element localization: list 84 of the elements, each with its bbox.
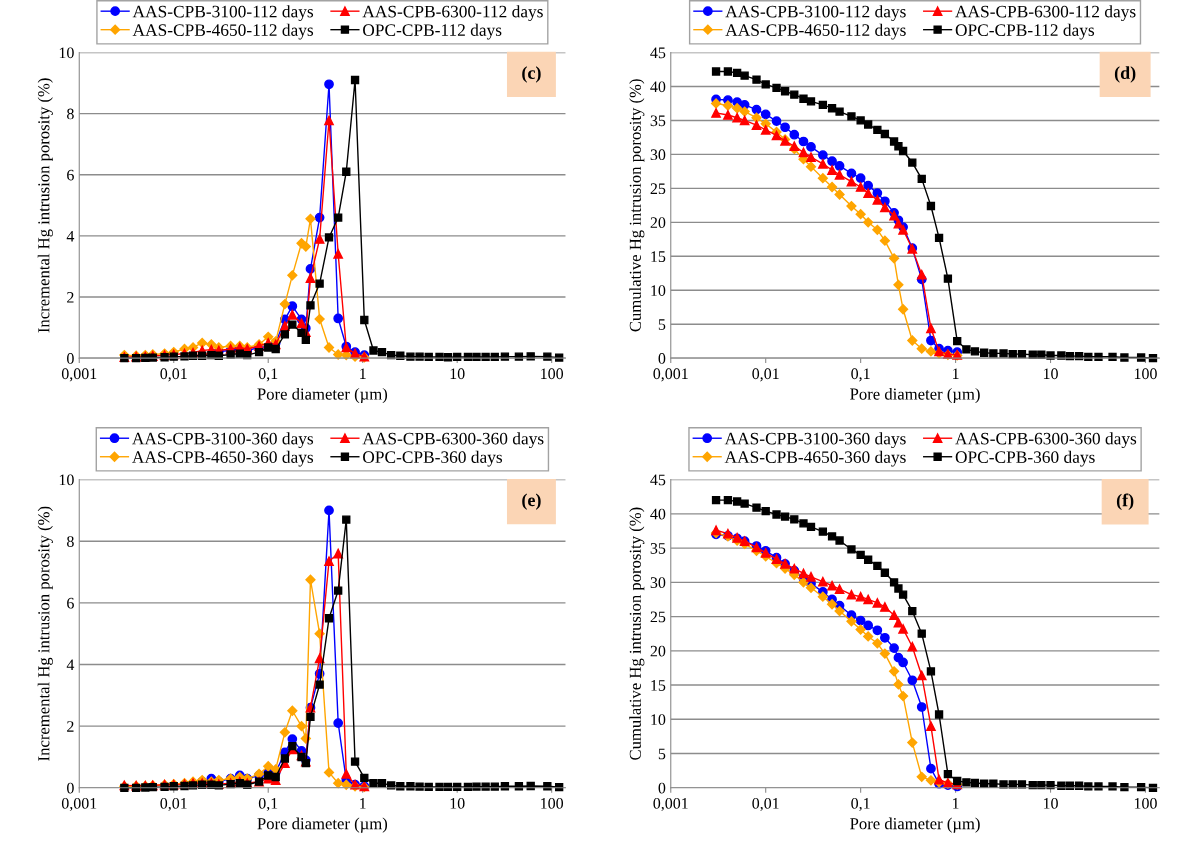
legend-label: AAS-CPB-4650-112 days [132,23,314,40]
legend-label: AAS-CPB-3100-360 days [724,432,906,449]
y-axis-title: Incremental Hg intrusion porosity (%) [37,78,53,333]
y-axis-title: Cumulative Hg intrusion porosity (%) [629,507,645,760]
y-tick-label: 4 [66,659,75,671]
x-tick-label: 10 [1043,798,1058,809]
y-tick-label: 30 [650,577,666,589]
legend-label: OPC-CPB-112 days [955,23,1095,40]
x-axis-title: Pore diameter (µm) [257,817,388,833]
legend-label: AAS-CPB-4650-112 days [725,23,906,40]
x-tick-label: 100 [1134,798,1157,809]
y-tick-label: 10 [651,714,666,726]
y-tick-label: 40 [650,81,666,93]
legend-label: OPC-CPB-360 days [363,450,503,467]
y-tick-label: 40 [650,508,666,520]
x-tick-label: 0,001 [653,368,688,382]
y-tick-label: 8 [67,108,74,120]
y-axis-title: Incremental Hg intrusion porosity (%) [37,506,53,761]
x-tick-label: 0,001 [653,798,688,812]
x-axis-title: Pore diameter (µm) [850,387,980,404]
y-tick-label: 20 [650,217,666,229]
x-tick-label: 0,01 [752,368,779,382]
legend-label: AAS-CPB-3100-360 days [132,432,314,449]
annotation: (e) [522,493,541,510]
y-tick-label: 45 [650,47,666,59]
x-axis-title: Pore diameter (µm) [850,817,980,833]
x-tick-label: 0,01 [752,798,779,812]
legend-label: AAS-CPB-4650-360 days [132,450,314,467]
x-tick-label: 0,01 [160,368,187,382]
y-tick-label: 0 [658,782,666,794]
y-tick-label: 45 [650,474,666,486]
x-tick-label: 10 [450,798,465,809]
y-tick-label: 30 [650,149,666,161]
x-tick-label: 10 [1043,368,1058,380]
x-tick-label: 0,1 [851,798,870,812]
x-tick-label: 0,01 [160,798,187,812]
x-tick-label: 0,001 [61,368,97,382]
x-tick-label: 0,1 [258,798,278,812]
y-tick-label: 0 [67,782,74,794]
legend-label: OPC-CPB-112 days [363,23,502,40]
legend-label: AAS-CPB-6300-112 days [362,5,543,21]
y-tick-label: 0 [658,353,666,364]
x-tick-label: 100 [541,798,564,809]
y-tick-label: 2 [67,292,74,303]
y-tick-label: 6 [67,597,74,609]
legend-label: OPC-CPB-360 days [955,450,1095,467]
y-tick-label: 35 [650,115,666,127]
y-tick-label: 25 [650,611,666,623]
x-tick-label: 0,001 [61,798,97,812]
x-tick-label: 10 [450,368,465,380]
legend-label: AAS-CPB-6300-112 days [955,5,1136,21]
y-tick-label: 20 [650,645,666,657]
y-tick-label: 10 [59,474,74,486]
y-tick-label: 4 [66,230,75,242]
y-axis-title: Cumulative Hg intrusion porosity (%) [629,79,645,332]
legend-label: AAS-CPB-6300-360 days [955,432,1137,449]
x-tick-label: 1 [953,798,959,809]
y-tick-label: 10 [651,285,666,296]
y-tick-label: 8 [67,536,74,547]
annotation: (c) [522,66,541,83]
x-tick-label: 100 [541,368,564,380]
y-tick-label: 5 [658,748,666,760]
x-tick-label: 1 [360,798,366,809]
y-tick-label: 35 [650,543,666,554]
y-tick-label: 15 [651,251,666,262]
y-tick-label: 5 [658,319,666,330]
legend-label: AAS-CPB-4650-360 days [724,450,906,467]
legend-label: AAS-CPB-3100-112 days [725,5,906,21]
legend-label: AAS-CPB-6300-360 days [362,432,544,449]
x-tick-label: 1 [953,368,959,379]
legend-label: AAS-CPB-3100-112 days [132,5,314,21]
annotation: (d) [1114,66,1136,83]
y-tick-label: 10 [59,47,74,59]
annotation: (f) [1116,493,1134,511]
x-tick-label: 1 [360,368,366,379]
x-tick-label: 100 [1134,368,1157,380]
y-tick-label: 2 [67,721,74,732]
y-tick-label: 6 [67,169,74,181]
y-tick-label: 15 [651,680,666,691]
x-tick-label: 0,1 [258,368,278,382]
y-tick-label: 0 [67,353,74,364]
x-axis-title: Pore diameter (µm) [257,387,388,404]
y-tick-label: 25 [650,183,666,195]
x-tick-label: 0,1 [851,368,870,382]
